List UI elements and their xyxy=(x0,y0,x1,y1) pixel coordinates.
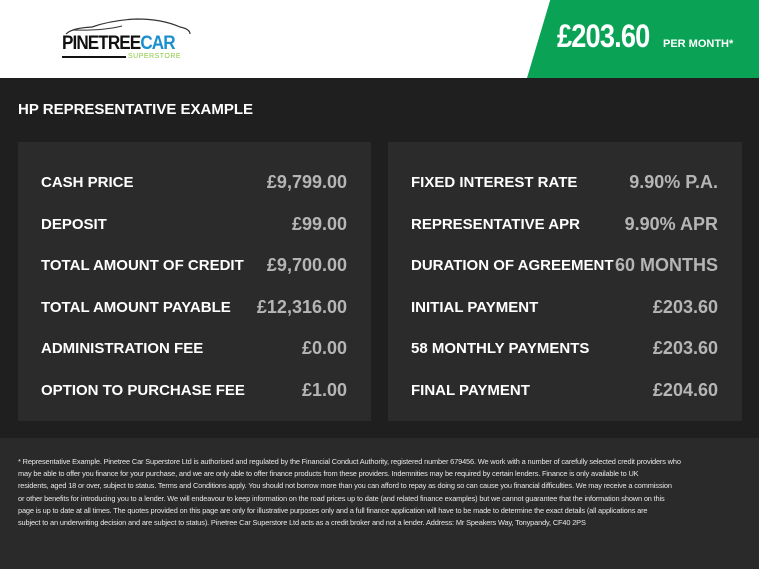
finance-value: £203.60 xyxy=(652,338,718,359)
finance-label: REPRESENTATIVE APR xyxy=(411,215,580,233)
per-month-label: PER MONTH* xyxy=(663,38,734,50)
logo[interactable]: PINETREECAR SUPERSTORE xyxy=(62,18,197,63)
finance-row: INITIAL PAYMENT £203.60 xyxy=(411,287,718,329)
finance-label: FINAL PAYMENT xyxy=(411,381,530,399)
finance-label: INITIAL PAYMENT xyxy=(411,298,539,316)
disclaimer-line: residents, aged 18 or over, subject to s… xyxy=(18,481,672,491)
car-silhouette-icon xyxy=(65,18,191,35)
finance-row: 58 MONTHLY PAYMENTS £203.60 xyxy=(411,328,718,370)
finance-row: CASH PRICE £9,799.00 xyxy=(41,162,347,204)
finance-label: CASH PRICE xyxy=(41,174,134,192)
logo-name: PINETREE xyxy=(62,33,141,54)
disclaimer-line: subject to an underwriting decision and … xyxy=(18,518,586,528)
disclaimer-footer: * Representative Example. Pinetree Car S… xyxy=(0,438,759,569)
finance-label: TOTAL AMOUNT OF CREDIT xyxy=(41,257,244,275)
finance-value: £12,316.00 xyxy=(256,296,347,317)
finance-label: DEPOSIT xyxy=(41,215,107,233)
finance-value: £9,799.00 xyxy=(266,172,347,193)
finance-label: FIXED INTEREST RATE xyxy=(411,174,578,192)
finance-value: 9.90% APR xyxy=(624,213,718,234)
disclaimer-line: may be able to offer you finance for you… xyxy=(18,469,639,479)
logo-name-accent: CAR xyxy=(140,33,175,54)
finance-panel-left: CASH PRICE £9,799.00 DEPOSIT £99.00 TOTAL AM… xyxy=(18,142,371,421)
logo-text: PINETREECAR xyxy=(62,33,176,55)
finance-value: £0.00 xyxy=(301,338,347,359)
disclaimer-line: * Representative Example. Pinetree Car S… xyxy=(18,457,681,466)
logo-underline xyxy=(62,56,126,58)
finance-value: £203.60 xyxy=(652,296,718,317)
finance-row: DURATION OF AGREEMENT 60 MONTHS xyxy=(411,245,718,287)
logo-subtitle: SUPERSTORE xyxy=(128,53,182,60)
disclaimer-line: page is up to date at all times. The quo… xyxy=(18,505,648,515)
finance-value: £1.00 xyxy=(301,379,347,400)
finance-panel-right: FIXED INTEREST RATE 9.90% P.A. REPRESENTAT… xyxy=(388,142,742,421)
finance-label: TOTAL AMOUNT PAYABLE xyxy=(41,298,231,316)
finance-value: 9.90% P.A. xyxy=(629,172,718,193)
finance-row: ADMINISTRATION FEE £0.00 xyxy=(41,328,347,370)
finance-row: DEPOSIT £99.00 xyxy=(41,204,347,246)
finance-row: REPRESENTATIVE APR 9.90% APR xyxy=(411,204,718,246)
finance-row: FIXED INTEREST RATE 9.90% P.A. xyxy=(411,162,718,204)
finance-label: ADMINISTRATION FEE xyxy=(41,340,204,358)
section-title: HP REPRESENTATIVE EXAMPLE xyxy=(18,101,254,118)
finance-row: OPTION TO PURCHASE FEE £1.00 xyxy=(41,370,347,412)
price-banner xyxy=(527,0,759,78)
finance-row: FINAL PAYMENT £204.60 xyxy=(411,370,718,412)
finance-row: TOTAL AMOUNT OF CREDIT £9,700.00 xyxy=(41,245,347,287)
finance-value: £99.00 xyxy=(291,213,347,234)
finance-value: 60 MONTHS xyxy=(614,255,718,276)
header: PINETREECAR SUPERSTORE £203.60 PER MONTH… xyxy=(0,0,759,78)
disclaimer-line: or other benefits for introducing you to… xyxy=(18,493,665,503)
finance-row: TOTAL AMOUNT PAYABLE £12,316.00 xyxy=(41,287,347,329)
finance-value: £204.60 xyxy=(652,379,718,400)
finance-label: 58 MONTHLY PAYMENTS xyxy=(411,340,590,358)
finance-value: £9,700.00 xyxy=(266,255,347,276)
finance-label: OPTION TO PURCHASE FEE xyxy=(41,381,245,399)
finance-label: DURATION OF AGREEMENT xyxy=(411,257,614,275)
monthly-price: £203.60 xyxy=(557,18,650,54)
